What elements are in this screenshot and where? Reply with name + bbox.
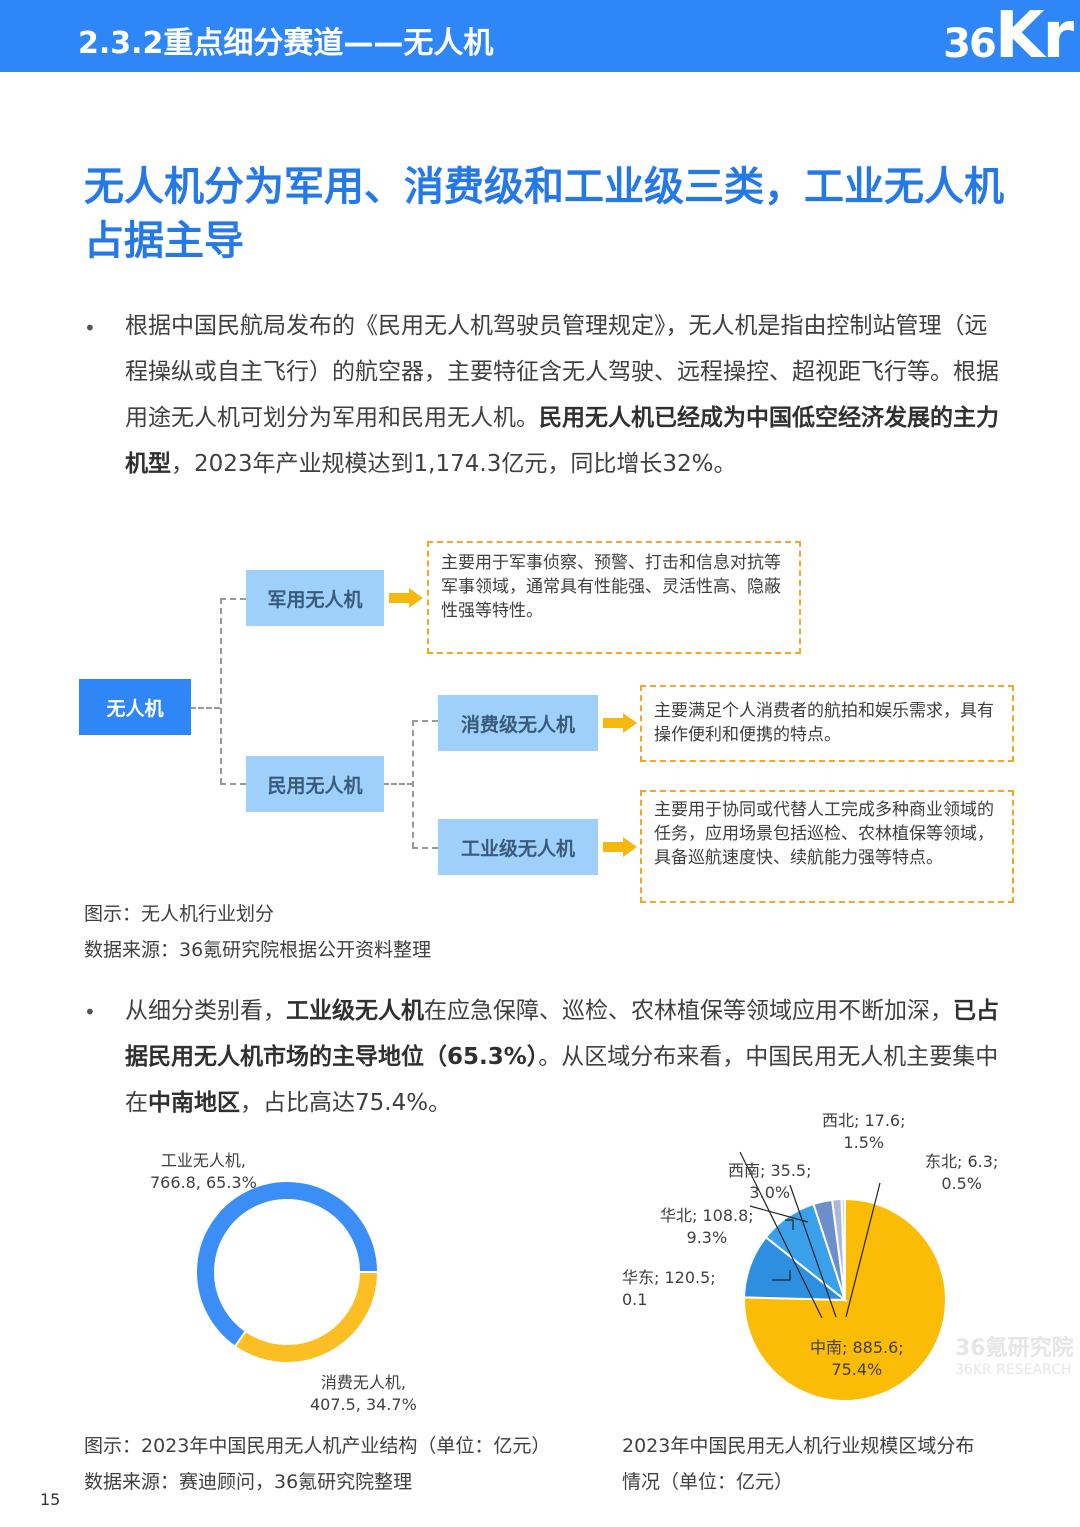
slice-工业无人机 — [195, 1180, 380, 1349]
pie-label-huabei: 华北; 108.8; 9.3% — [660, 1206, 754, 1247]
pie-caption: 2023年中国民用无人机行业规模区域分布情况（单位：亿元） — [622, 1435, 975, 1493]
paragraph-text: ，占比高达75.4%。 — [240, 1090, 452, 1116]
leader-line — [749, 1205, 809, 1223]
node-consumer-drone: 消费级无人机 — [438, 695, 598, 751]
connector-line — [220, 783, 246, 785]
slice-东北 — [840, 1197, 846, 1301]
donut-caption: 图示：2023年中国民用无人机产业结构（单位：亿元） — [84, 1435, 551, 1457]
paragraph-bold: 工业级无人机 — [286, 998, 424, 1024]
diagram-caption: 图示：无人机行业划分 — [84, 903, 275, 925]
logo-36kr: 36Kr — [943, 0, 1074, 73]
paragraph-2: 从细分类别看，工业级无人机在应急保障、巡检、农林植保等领域应用不断加深，已占据民… — [125, 988, 1000, 1126]
leader-line — [789, 1184, 837, 1318]
paragraph-bold: 已占据民用无人机市场的主导地位（65.3%） — [125, 998, 999, 1070]
pie-label-xibei: 西北; 17.6; 1.5% — [822, 1111, 906, 1152]
connector-line — [412, 720, 438, 722]
paragraph-bold: 民用无人机已经成为中国低空经济发展的主力机型 — [125, 405, 999, 477]
leader-line — [785, 1219, 794, 1230]
connector-line — [383, 783, 413, 785]
leader-line — [845, 1182, 881, 1318]
paragraph-1: 根据中国民航局发布的《民用无人机驾驶员管理规定》，无人机是指由控制站管理（远程操… — [125, 303, 1000, 487]
connector-line — [220, 598, 222, 784]
leader-line — [739, 1151, 823, 1319]
node-civil-drone: 民用无人机 — [246, 756, 384, 812]
slice-消费无人机 — [233, 1271, 380, 1364]
arrow-right-icon — [603, 837, 637, 857]
node-industrial-drone: 工业级无人机 — [438, 819, 598, 875]
page-headline: 无人机分为军用、消费级和工业级三类，工业无人机占据主导 — [84, 164, 1004, 264]
donut-label-industrial: 工业无人机, 766.8, 65.3% — [150, 1151, 257, 1192]
pie-label-xinan: 西南; 35.5; 3.0% — [728, 1161, 812, 1202]
bullet: • — [84, 316, 96, 340]
paragraph-text: 在应急保障、巡检、农林植保等领域应用不断加深， — [424, 998, 953, 1024]
arrow-right-icon — [603, 713, 637, 733]
header-bar: 2.3.2重点细分赛道——无人机 36Kr — [0, 0, 1080, 72]
paragraph-bold: 中南地区 — [148, 1090, 240, 1116]
watermark-en: 36KR RESEARCH — [955, 1362, 1072, 1378]
connector-line — [220, 598, 246, 600]
military-description: 主要用于军事侦察、预警、打击和信息对抗等军事领域，通常具有性能强、灵活性高、隐蔽… — [427, 541, 801, 654]
diagram-source: 数据来源：36氪研究院根据公开资料整理 — [84, 939, 432, 961]
node-military-drone: 军用无人机 — [246, 570, 384, 626]
bullet: • — [84, 1000, 96, 1024]
pie-label-huadong: 华东; 120.5; 0.1 — [622, 1268, 716, 1309]
pie-label-dongbei: 东北; 6.3; 0.5% — [925, 1152, 999, 1193]
node-drone: 无人机 — [79, 679, 191, 735]
paragraph-text: 根据中国民航局发布的《民用无人机驾驶员管理规定》，无人机是指由控制站管理（远程操… — [125, 313, 999, 431]
watermark-cn: 36氪研究院 — [955, 1336, 1074, 1361]
consumer-description: 主要满足个人消费者的航拍和娱乐需求，具有操作便利和便携的特点。 — [640, 685, 1014, 762]
paragraph-text: 。从区域分布来看，中国民用无人机主要集中在 — [125, 1044, 999, 1116]
connector-line — [412, 847, 438, 849]
page-number: 15 — [40, 1490, 61, 1509]
industry-structure-donut-chart — [195, 1180, 380, 1364]
donut-label-consumer: 消费无人机, 407.5, 34.7% — [310, 1373, 417, 1414]
chart-source: 数据来源：赛迪顾问，36氪研究院整理 — [84, 1471, 413, 1493]
industrial-description: 主要用于协同或代替人工完成多种商业领域的任务，应用场景包括巡检、农林植保等领域，… — [640, 790, 1014, 903]
leader-line — [772, 1270, 791, 1281]
connector-line — [412, 720, 414, 848]
arrow-right-icon — [389, 588, 423, 608]
paragraph-text: ，2023年产业规模达到1,174.3亿元，同比增长32%。 — [171, 451, 737, 477]
region-distribution-pie-chart — [739, 1151, 947, 1402]
pie-label-zhongnan: 中南; 885.6; 75.4% — [810, 1338, 904, 1379]
paragraph-text: 从细分类别看， — [125, 998, 286, 1024]
section-title: 2.3.2重点细分赛道——无人机 — [78, 26, 494, 61]
connector-line — [190, 707, 220, 709]
